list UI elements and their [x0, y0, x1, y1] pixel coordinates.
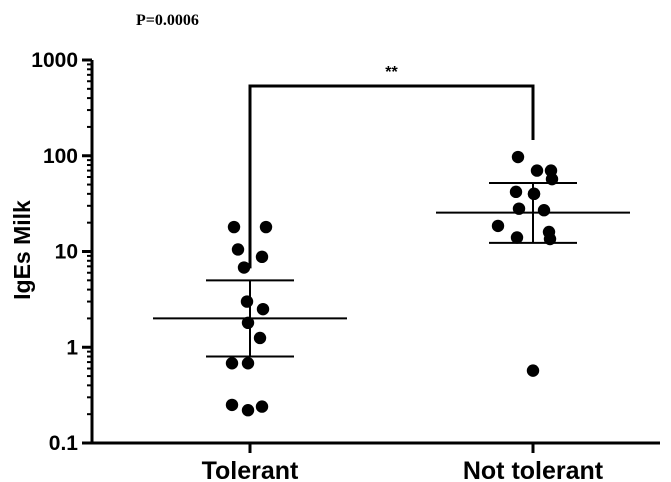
data-point [512, 202, 526, 215]
data-point [491, 219, 505, 233]
p-value-note: P=0.0006 [136, 12, 199, 29]
data-point [511, 150, 525, 164]
group-0 [153, 220, 347, 417]
y-tick-label: 0.1 [49, 432, 79, 455]
data-point [537, 203, 551, 217]
bracket-line [248, 84, 535, 269]
data-point [530, 164, 544, 177]
data-point [527, 187, 541, 201]
y-tick-label: 100 [43, 145, 78, 168]
data-point [256, 302, 270, 316]
data-point [510, 231, 524, 244]
data-point [509, 185, 523, 199]
y-tick-label: 1 [66, 336, 78, 359]
data-point [545, 172, 559, 186]
axes: 0.1 1 10 100 1000 Tolerant Not tolerant [31, 49, 660, 482]
x-tick-label: Tolerant [202, 457, 299, 482]
data-point [237, 261, 251, 274]
data-point [225, 357, 239, 370]
x-tick-label: Not tolerant [463, 457, 604, 482]
data-point [241, 357, 255, 370]
group-1 [436, 150, 630, 377]
data-point [231, 243, 245, 256]
data-point [240, 295, 254, 308]
data-point [253, 331, 267, 345]
y-axis-label: IgEs Milk [9, 200, 35, 300]
data-point [255, 400, 269, 413]
data-point [259, 220, 273, 234]
significance-bracket: ** [248, 64, 535, 269]
y-tick-label: 1000 [31, 49, 78, 72]
data-point [241, 404, 255, 417]
data-point [526, 364, 540, 377]
data-point [241, 316, 255, 330]
data-point [255, 250, 269, 264]
data-point [227, 220, 241, 234]
data-point [543, 232, 557, 246]
data-groups [153, 150, 630, 417]
data-point [225, 398, 239, 412]
significance-label: ** [385, 64, 398, 81]
y-tick-label: 10 [55, 241, 78, 264]
